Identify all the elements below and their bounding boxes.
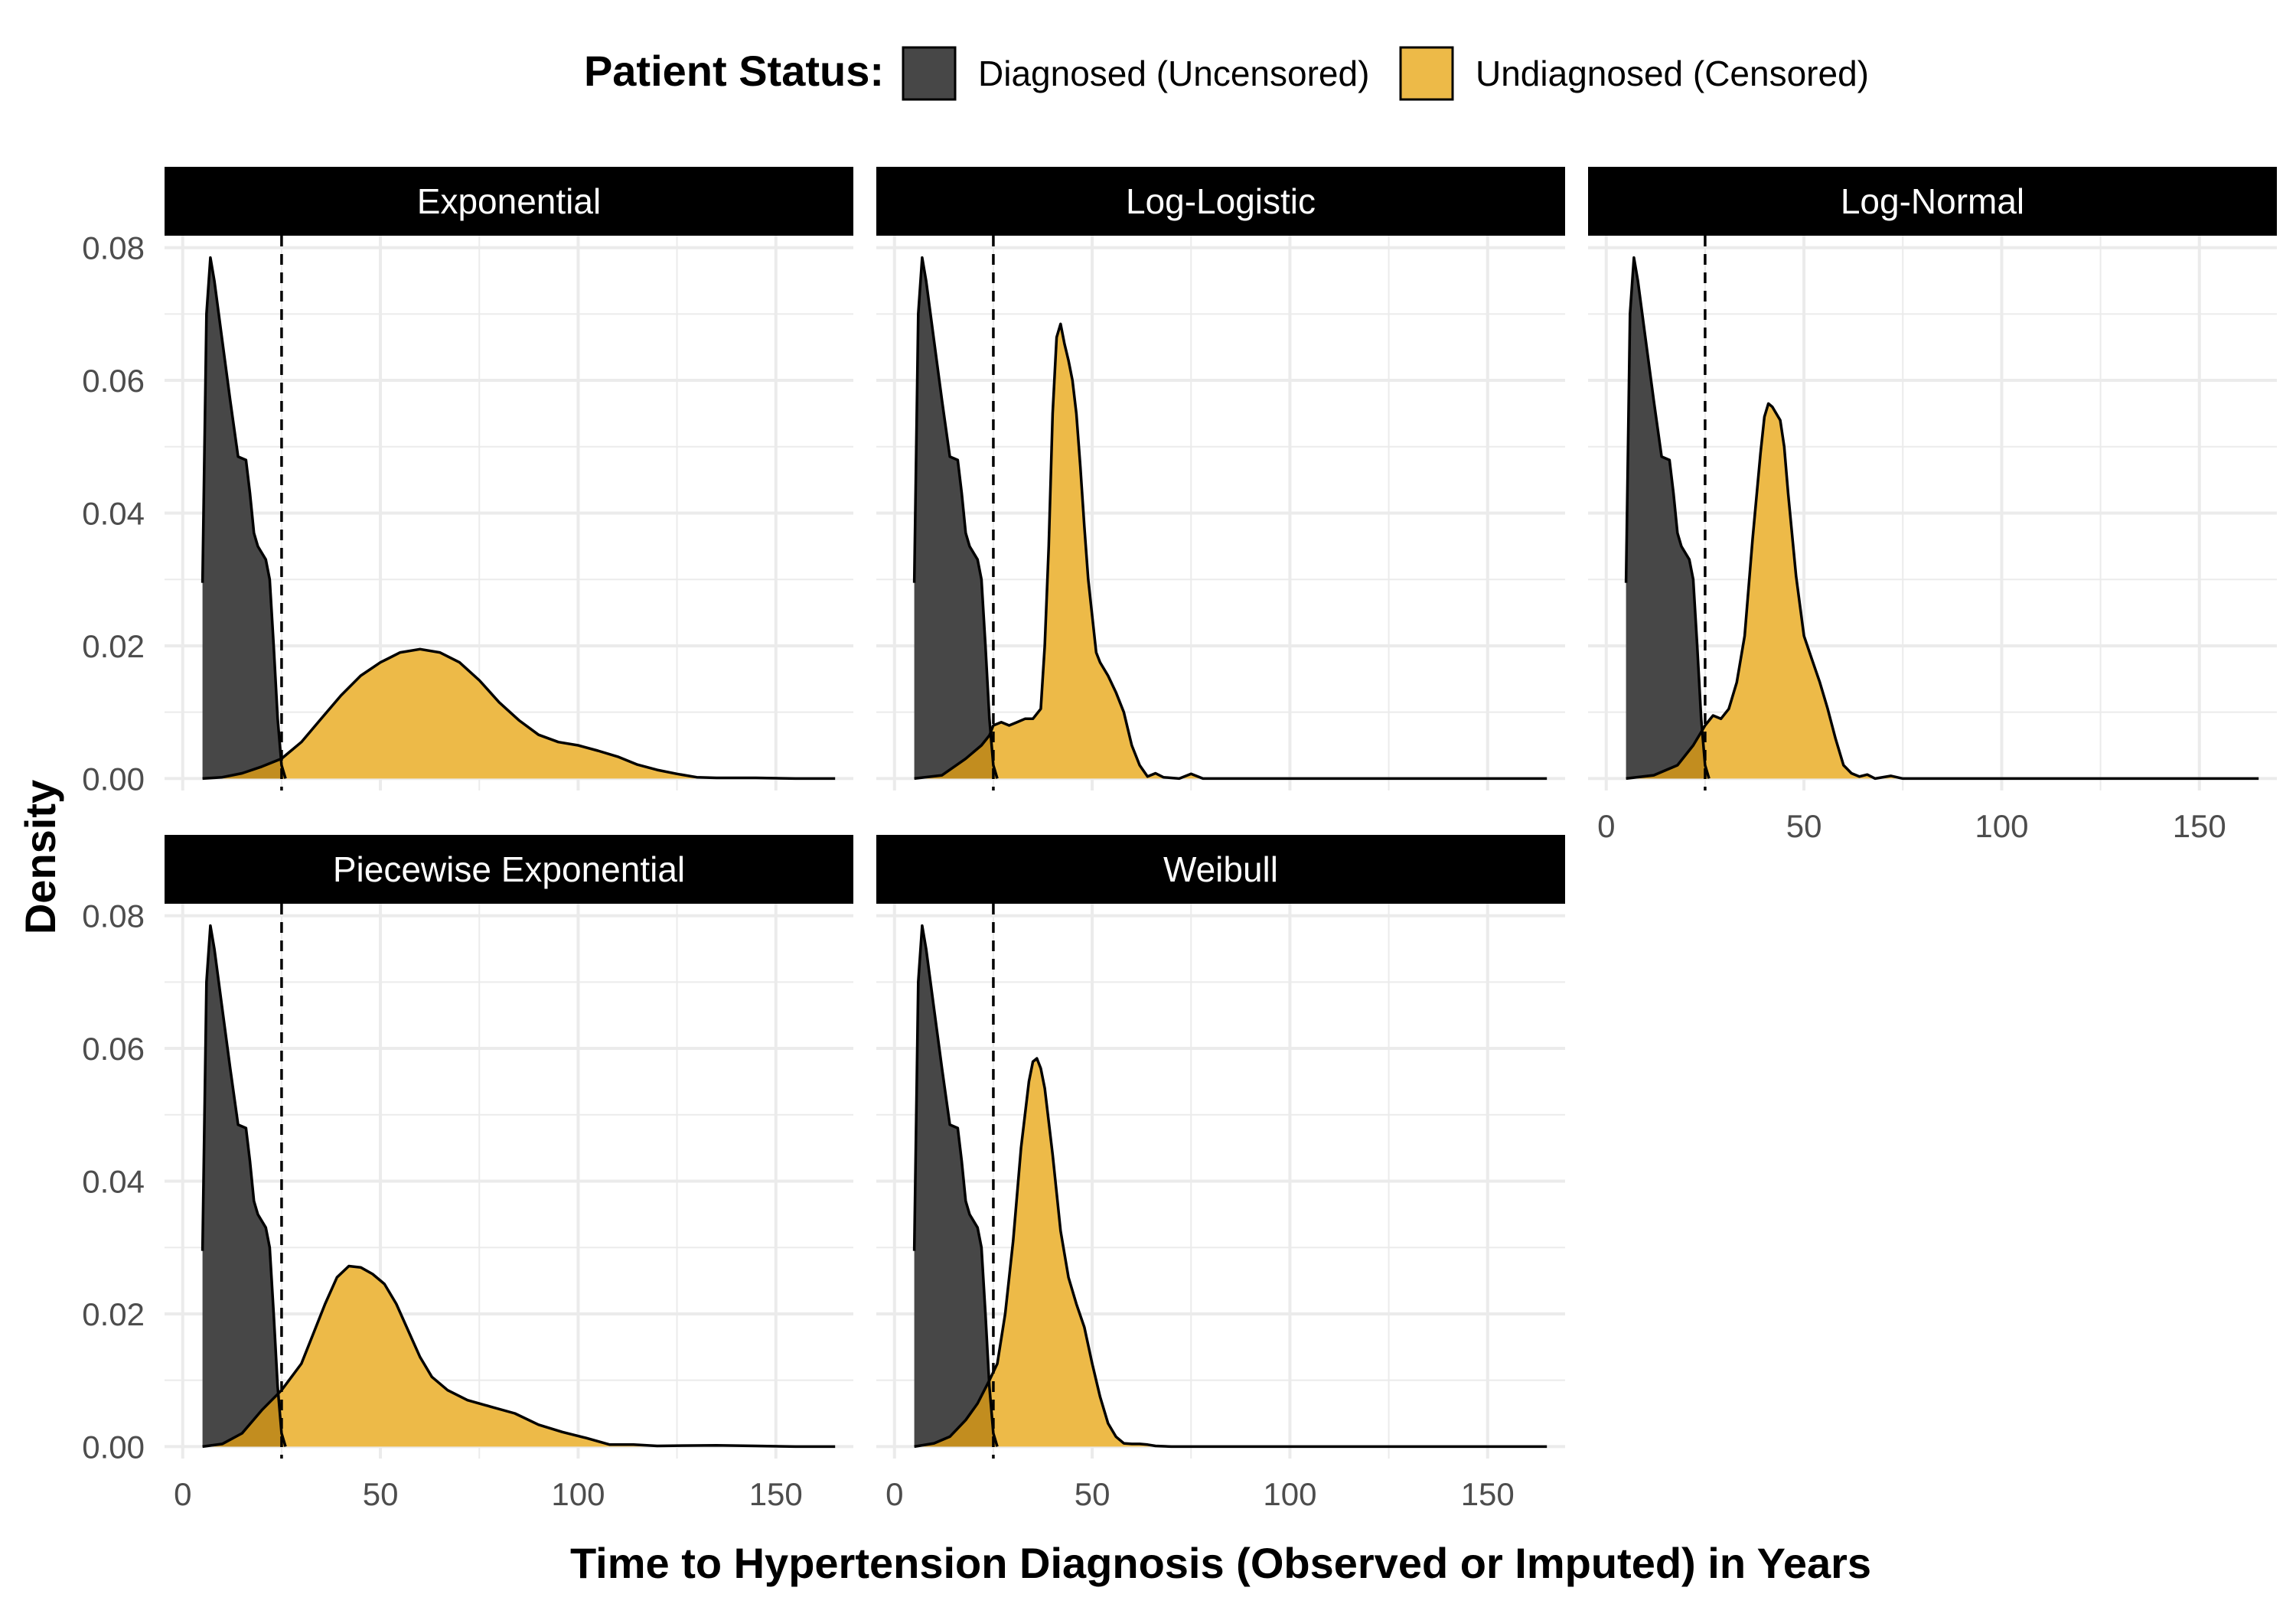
undiagnosed-density-line <box>1626 402 2259 781</box>
overlap-density-area <box>1626 732 1710 779</box>
y-axes: 0.00 0.02 0.04 0.06 0.08 0.00 0.02 0.04 0.06 0.08 <box>82 230 145 1465</box>
overlap-density-area <box>914 1384 998 1447</box>
panel-strip <box>876 835 1565 904</box>
panel-title: Log-Logistic <box>1126 181 1316 221</box>
undiagnosed-density-line <box>202 647 836 781</box>
diagnosed-density-line <box>201 924 287 1447</box>
diagnosed-density-area <box>202 257 286 779</box>
diagnosed-density-area <box>914 925 998 1447</box>
legend-title: Patient Status: <box>584 47 884 95</box>
legend-label-diagnosed: Diagnosed (Uncensored) <box>978 54 1369 93</box>
x-tick-label: 0 <box>174 1476 191 1512</box>
undiagnosed-density-area <box>914 324 1548 779</box>
undiagnosed-density-area <box>914 1058 1548 1447</box>
panel-exponential: Exponential <box>165 167 853 790</box>
x-tick-label: 100 <box>1975 808 2028 844</box>
x-tick-label: 50 <box>363 1476 399 1512</box>
x-tick-label: 150 <box>749 1476 803 1512</box>
undiagnosed-density-line <box>914 1057 1548 1449</box>
y-tick-label: 0.02 <box>82 628 145 664</box>
x-tick-label: 150 <box>2173 808 2226 844</box>
panel-piecewise-exponential: Piecewise Exponential <box>165 835 853 1459</box>
x-tick-label: 0 <box>885 1476 903 1512</box>
legend-key-undiagnosed <box>1399 46 1454 101</box>
panel-log-normal: Log-Normal <box>1588 167 2277 790</box>
undiagnosed-density-line <box>914 322 1548 781</box>
undiagnosed-density-area <box>202 1266 836 1447</box>
diagnosed-density-line <box>1624 256 1711 779</box>
y-axis-title: Density <box>16 780 64 934</box>
undiagnosed-density-area <box>1626 403 2259 779</box>
panel-title: Log-Normal <box>1841 181 2024 221</box>
panel-title: Exponential <box>417 181 601 221</box>
diagnosed-density-area <box>914 257 998 779</box>
x-tick-label: 100 <box>551 1476 605 1512</box>
x-tick-label: 0 <box>1597 808 1615 844</box>
x-axis-title: Time to Hypertension Diagnosis (Observed… <box>570 1539 1871 1587</box>
x-tick-label: 50 <box>1786 808 1822 844</box>
panel-weibull: Weibull <box>876 835 1565 1459</box>
undiagnosed-density-line <box>202 1264 836 1449</box>
x-tick-label: 100 <box>1263 1476 1316 1512</box>
panel-log-logistic: Log-Logistic <box>876 167 1565 790</box>
legend-key-diagnosed <box>902 46 957 101</box>
overlap-density-area <box>202 759 286 779</box>
y-tick-label: 0.08 <box>82 230 145 266</box>
panel-strip <box>1588 167 2277 236</box>
diagnosed-density-line <box>912 924 999 1447</box>
diagnosed-density-area <box>202 925 286 1447</box>
y-tick-label: 0.08 <box>82 898 145 934</box>
y-tick-label: 0.00 <box>82 1429 145 1465</box>
legend: Patient Status: Diagnosed (Uncensored) U… <box>584 46 1869 101</box>
x-axes: 0 50 100 150 0 50 100 150 0 50 100 150 <box>174 808 2226 1512</box>
panel-strip <box>165 167 853 236</box>
y-tick-label: 0.04 <box>82 1164 145 1200</box>
y-tick-label: 0.06 <box>82 1031 145 1067</box>
undiagnosed-density-area <box>202 649 836 779</box>
y-tick-label: 0.06 <box>82 363 145 399</box>
diagnosed-density-area <box>1626 257 1710 779</box>
diagnosed-density-line <box>201 256 287 779</box>
facet-panels: Exponential Log-Logistic Log-Normal Piecewi… <box>165 167 2277 1459</box>
diagnosed-density-line <box>912 256 999 779</box>
panel-title: Piecewise Exponential <box>333 849 685 889</box>
panel-title: Weibull <box>1163 849 1278 889</box>
panel-strip <box>165 835 853 904</box>
x-tick-label: 150 <box>1461 1476 1515 1512</box>
y-tick-label: 0.02 <box>82 1296 145 1332</box>
overlap-density-area <box>914 735 998 779</box>
y-tick-label: 0.04 <box>82 496 145 532</box>
y-tick-label: 0.00 <box>82 761 145 797</box>
x-tick-label: 50 <box>1075 1476 1110 1512</box>
legend-label-undiagnosed: Undiagnosed (Censored) <box>1476 54 1869 93</box>
panel-strip <box>876 167 1565 236</box>
